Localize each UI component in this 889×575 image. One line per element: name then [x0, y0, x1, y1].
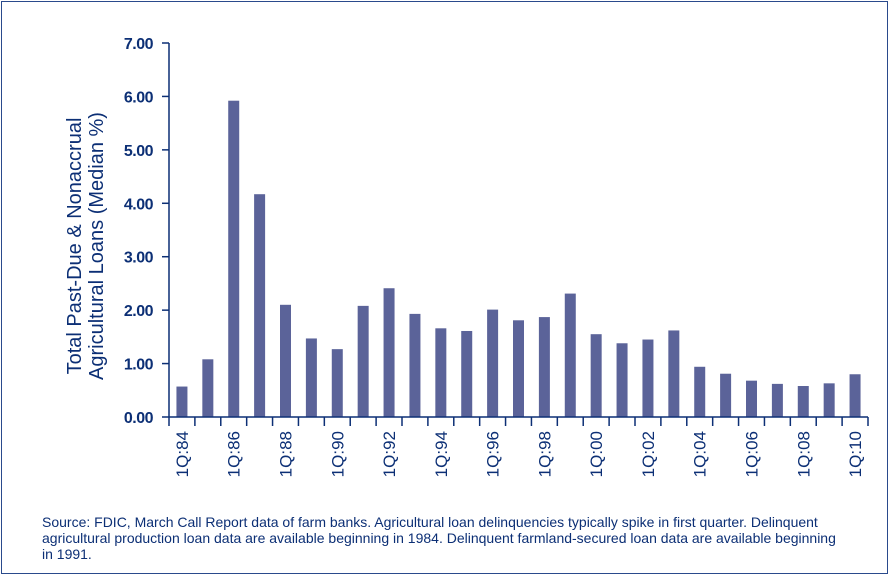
y-tick-label: 5.00: [124, 143, 154, 160]
y-axis-title: Total Past-Due & Nonaccrual Agricultural…: [64, 112, 108, 380]
bar: [642, 339, 654, 417]
bar: [771, 383, 783, 417]
bar-chart: Total Past-Due & Nonaccrual Agricultural…: [64, 36, 869, 477]
x-tick-label: 1Q:84: [173, 431, 192, 477]
bar: [849, 374, 861, 417]
x-tick-label: 1Q:06: [743, 431, 762, 477]
y-axis: 0.00 1.00 2.00 3.00 4.00 5.00 6.00 7.00: [124, 36, 170, 427]
bar: [720, 373, 732, 417]
bar: [513, 320, 524, 417]
bar: [305, 338, 317, 417]
y-tick-label: 7.00: [124, 36, 154, 53]
y-tick-label: 2.00: [124, 303, 154, 320]
bar: [254, 194, 266, 417]
bar: [694, 366, 706, 417]
x-tick-label: 1Q:86: [225, 431, 244, 477]
x-tick-label: 1Q:96: [484, 431, 503, 477]
x-tick-label: 1Q:00: [587, 431, 606, 477]
x-tick-label: 1Q:04: [691, 431, 710, 477]
bars: [176, 100, 861, 418]
bar: [409, 313, 421, 417]
source-note: Source: FDIC, March Call Report data of …: [42, 514, 836, 562]
bar: [357, 305, 369, 417]
x-tick-label: 1Q:88: [277, 431, 296, 477]
bar: [435, 328, 447, 417]
x-tick-label: 1Q:92: [380, 431, 399, 477]
bar: [228, 100, 240, 418]
bar: [331, 349, 343, 417]
bar: [202, 359, 214, 417]
x-axis: 1Q:84 1Q:86 1Q:88 1Q:90 1Q:92 1Q:94 1Q:96 1Q:98…: [168, 416, 869, 477]
y-axis-title-line1: Total Past-Due & Nonaccrual: [64, 118, 86, 375]
bar: [487, 309, 499, 417]
x-tick-label: 1Q:08: [794, 431, 813, 477]
y-tick-label: 4.00: [124, 196, 154, 213]
bar: [590, 334, 602, 417]
bar: [538, 317, 550, 417]
bar: [823, 383, 835, 417]
bar: [383, 288, 395, 417]
bar: [461, 330, 473, 417]
x-tick-label: 1Q:94: [432, 431, 451, 477]
bar: [616, 343, 628, 417]
y-axis-title-line2: Agricultural Loans (Median %): [86, 112, 108, 380]
bar: [746, 380, 757, 417]
y-tick-label: 0.00: [124, 410, 154, 427]
bar: [176, 386, 188, 417]
bar: [797, 386, 809, 417]
y-tick-label: 6.00: [124, 89, 154, 106]
x-tick-label: 1Q:90: [328, 431, 347, 477]
x-tick-label: 1Q:02: [639, 431, 658, 477]
bar: [280, 304, 291, 417]
bar: [564, 293, 576, 417]
bar: [668, 330, 680, 417]
x-tick-label: 1Q:10: [846, 431, 865, 477]
y-tick-label: 3.00: [124, 250, 154, 267]
x-tick-label: 1Q:98: [535, 431, 554, 477]
y-tick-label: 1.00: [124, 357, 154, 374]
